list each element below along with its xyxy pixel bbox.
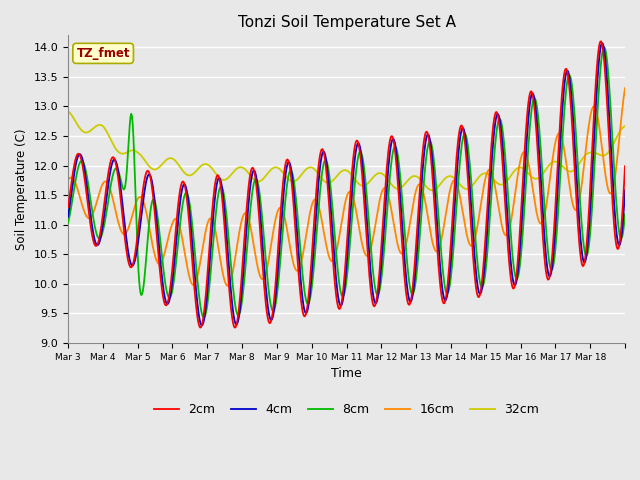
16cm (64, 177, 72, 183)
32cm (621, 123, 629, 129)
32cm (129, 147, 137, 153)
8cm (129, 134, 137, 140)
16cm (282, 217, 289, 223)
Line: 8cm: 8cm (68, 48, 625, 317)
2cm (233, 322, 241, 328)
8cm (64, 220, 72, 226)
4cm (260, 263, 268, 269)
16cm (621, 85, 629, 91)
4cm (436, 260, 444, 266)
2cm (231, 325, 239, 331)
Title: Tonzi Soil Temperature Set A: Tonzi Soil Temperature Set A (237, 15, 456, 30)
16cm (233, 247, 241, 252)
4cm (282, 175, 289, 181)
16cm (129, 208, 137, 214)
4cm (198, 323, 205, 328)
X-axis label: Time: Time (331, 367, 362, 380)
32cm (436, 182, 444, 188)
32cm (404, 178, 412, 183)
8cm (600, 45, 608, 50)
32cm (232, 167, 239, 172)
8cm (404, 275, 412, 280)
Legend: 2cm, 4cm, 8cm, 16cm, 32cm: 2cm, 4cm, 8cm, 16cm, 32cm (148, 398, 545, 421)
4cm (64, 214, 72, 220)
2cm (282, 163, 289, 168)
2cm (129, 260, 137, 265)
2cm (621, 163, 629, 169)
32cm (64, 108, 72, 114)
2cm (64, 204, 72, 210)
8cm (621, 211, 629, 217)
Line: 16cm: 16cm (68, 88, 625, 286)
Line: 4cm: 4cm (68, 43, 625, 325)
16cm (260, 275, 268, 281)
16cm (404, 228, 412, 234)
4cm (598, 40, 606, 46)
2cm (436, 278, 444, 284)
4cm (129, 262, 137, 268)
32cm (280, 172, 288, 178)
2cm (597, 38, 605, 44)
Line: 2cm: 2cm (68, 41, 625, 328)
8cm (260, 237, 268, 243)
4cm (233, 322, 241, 327)
Y-axis label: Soil Temperature (C): Soil Temperature (C) (15, 129, 28, 250)
2cm (260, 282, 268, 288)
8cm (282, 199, 289, 205)
16cm (436, 243, 444, 249)
2cm (404, 301, 412, 307)
8cm (200, 314, 207, 320)
Line: 32cm: 32cm (68, 111, 625, 191)
4cm (621, 187, 629, 193)
Text: TZ_fmet: TZ_fmet (76, 47, 130, 60)
4cm (404, 294, 412, 300)
16cm (224, 283, 232, 288)
32cm (429, 188, 436, 193)
8cm (233, 309, 241, 315)
32cm (260, 176, 268, 181)
8cm (436, 232, 444, 238)
